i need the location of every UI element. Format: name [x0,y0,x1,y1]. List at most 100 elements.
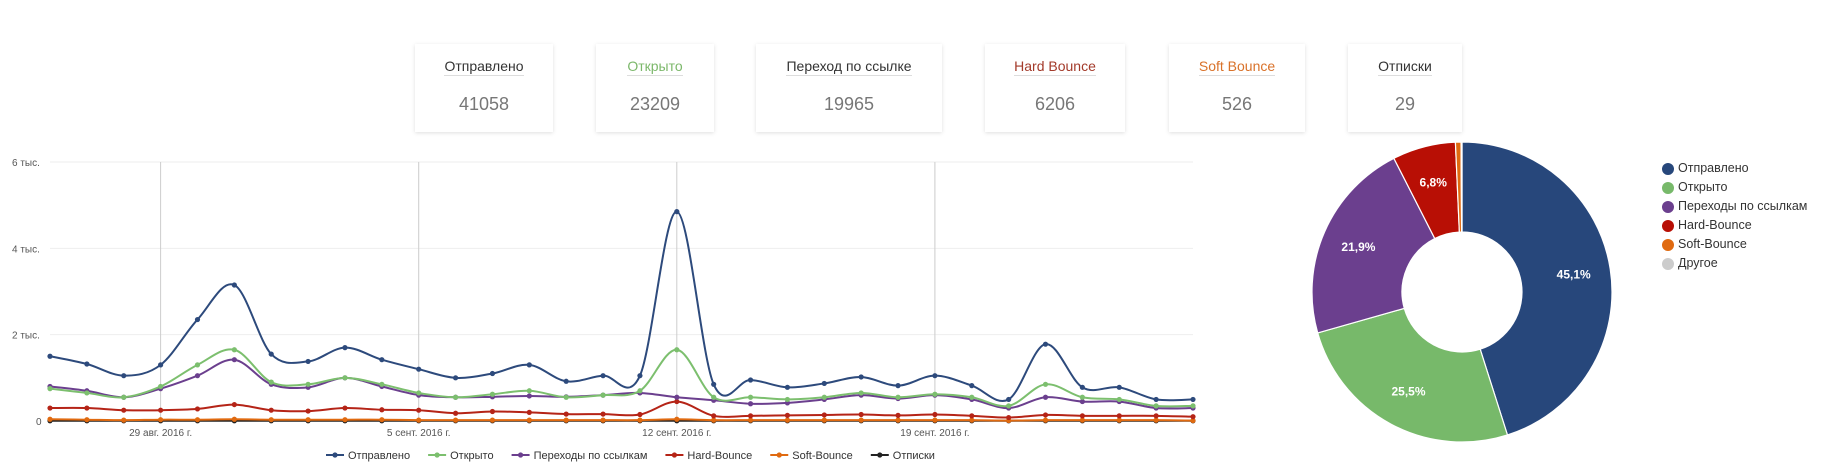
data-point[interactable] [84,390,90,396]
data-point[interactable] [674,416,680,422]
data-point[interactable] [600,417,606,423]
data-point[interactable] [1116,413,1122,419]
data-point[interactable] [231,357,237,363]
series-line[interactable] [49,348,1194,408]
data-point[interactable] [711,417,717,423]
data-point[interactable] [600,373,606,379]
data-point[interactable] [895,412,901,418]
data-point[interactable] [489,391,496,397]
data-point[interactable] [342,345,348,351]
data-point[interactable] [305,417,311,423]
data-point[interactable] [121,373,127,379]
data-point[interactable] [674,209,680,215]
data-point[interactable] [526,409,532,415]
data-point[interactable] [194,406,201,412]
data-point[interactable] [932,391,938,397]
legend-item[interactable]: Отписки [870,450,935,462]
donut-slice[interactable] [1316,307,1509,443]
series-line[interactable] [49,400,1194,419]
data-point[interactable] [526,388,532,394]
data-point[interactable] [1153,396,1159,403]
data-point[interactable] [452,375,459,381]
data-point[interactable] [784,412,791,418]
data-point[interactable] [1116,384,1122,390]
data-point[interactable] [379,381,385,387]
data-point[interactable] [821,380,827,387]
data-point[interactable] [121,417,127,423]
data-point[interactable] [858,390,864,396]
data-point[interactable] [489,408,496,415]
donut-slice[interactable] [1461,141,1613,436]
stat-card-clicks[interactable]: Переход по ссылке 19965 [756,44,942,132]
data-point[interactable] [563,378,569,384]
data-point[interactable] [1042,412,1049,418]
data-point[interactable] [600,392,606,398]
data-point[interactable] [637,388,643,394]
data-point[interactable] [231,347,237,353]
data-point[interactable] [674,347,680,353]
data-point[interactable] [969,383,975,389]
donut-slice[interactable] [1393,141,1460,240]
data-point[interactable] [526,393,532,399]
data-point[interactable] [452,394,459,400]
data-point[interactable] [711,394,717,400]
data-point[interactable] [416,407,422,413]
stat-card-opened[interactable]: Открыто 23209 [596,44,714,132]
data-point[interactable] [563,394,569,400]
stat-card-hard-bounce[interactable]: Hard Bounce 6206 [985,44,1125,132]
data-point[interactable] [416,366,422,372]
data-point[interactable] [452,410,459,416]
data-point[interactable] [1006,414,1012,421]
data-point[interactable] [47,353,53,359]
legend-item[interactable]: Soft-Bounce [770,450,853,462]
data-point[interactable] [563,417,569,423]
data-point[interactable] [379,407,385,413]
data-point[interactable] [1042,417,1049,423]
data-point[interactable] [1079,398,1085,405]
data-point[interactable] [268,379,274,385]
data-point[interactable] [1006,403,1012,409]
data-point[interactable] [158,417,164,423]
data-point[interactable] [47,386,53,392]
data-point[interactable] [784,384,791,390]
data-point[interactable] [784,396,791,403]
legend-item[interactable]: Открыто [428,450,494,462]
data-point[interactable] [121,407,127,413]
data-point[interactable] [231,401,237,408]
data-point[interactable] [895,417,901,423]
data-point[interactable] [379,417,385,423]
data-point[interactable] [1006,396,1012,403]
data-point[interactable] [194,373,201,379]
data-point[interactable] [674,394,680,400]
data-point[interactable] [1190,403,1196,409]
data-point[interactable] [821,412,827,418]
data-point[interactable] [969,394,975,400]
data-point[interactable] [747,417,754,423]
data-point[interactable] [526,417,532,423]
data-point[interactable] [452,417,459,423]
data-point[interactable] [1153,417,1159,423]
data-point[interactable] [747,413,754,419]
data-point[interactable] [342,417,348,423]
data-point[interactable] [194,316,201,323]
data-point[interactable] [194,362,201,368]
data-point[interactable] [563,411,569,417]
series-line[interactable] [49,358,1194,410]
data-point[interactable] [194,417,201,423]
data-point[interactable] [895,394,901,400]
data-point[interactable] [416,417,422,423]
data-point[interactable] [158,383,164,390]
data-point[interactable] [747,394,754,400]
data-point[interactable] [1042,394,1049,400]
data-point[interactable] [711,413,717,419]
series-line[interactable] [49,418,1194,422]
data-point[interactable] [158,362,164,368]
data-point[interactable] [305,408,311,414]
data-point[interactable] [84,405,90,411]
data-point[interactable] [674,398,680,405]
data-point[interactable] [1116,417,1122,423]
data-point[interactable] [932,373,938,379]
data-point[interactable] [268,407,274,413]
data-point[interactable] [84,361,90,367]
data-point[interactable] [821,417,827,423]
